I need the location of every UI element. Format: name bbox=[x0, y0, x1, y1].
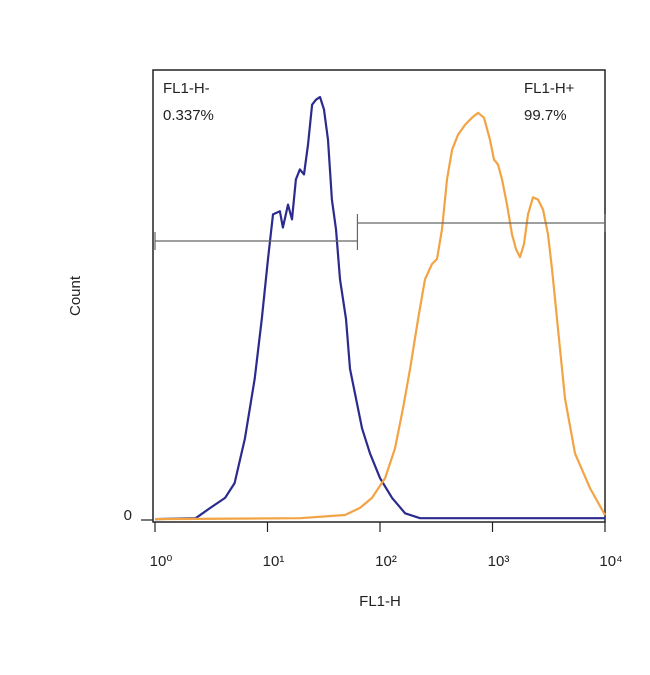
histogram-curve bbox=[154, 111, 606, 521]
x-tick-label: 10⁰ bbox=[150, 553, 173, 570]
x-tick-label: 10⁴ bbox=[599, 553, 622, 570]
x-axis-label: FL1-H bbox=[359, 593, 401, 610]
y-tick-label: 0 bbox=[124, 507, 132, 524]
x-tick-label: 10¹ bbox=[263, 553, 285, 570]
y-axis-label: Count bbox=[67, 275, 84, 316]
plot-frame bbox=[152, 69, 606, 523]
gate-label: FL1-H+ bbox=[524, 80, 575, 97]
gate-percent: 0.337% bbox=[163, 107, 214, 124]
gate-percent: 99.7% bbox=[524, 107, 567, 124]
histogram-curve bbox=[154, 95, 605, 521]
gate-label: FL1-H- bbox=[163, 80, 210, 97]
x-tick-label: 10³ bbox=[488, 553, 510, 570]
x-tick-label: 10² bbox=[375, 553, 397, 570]
